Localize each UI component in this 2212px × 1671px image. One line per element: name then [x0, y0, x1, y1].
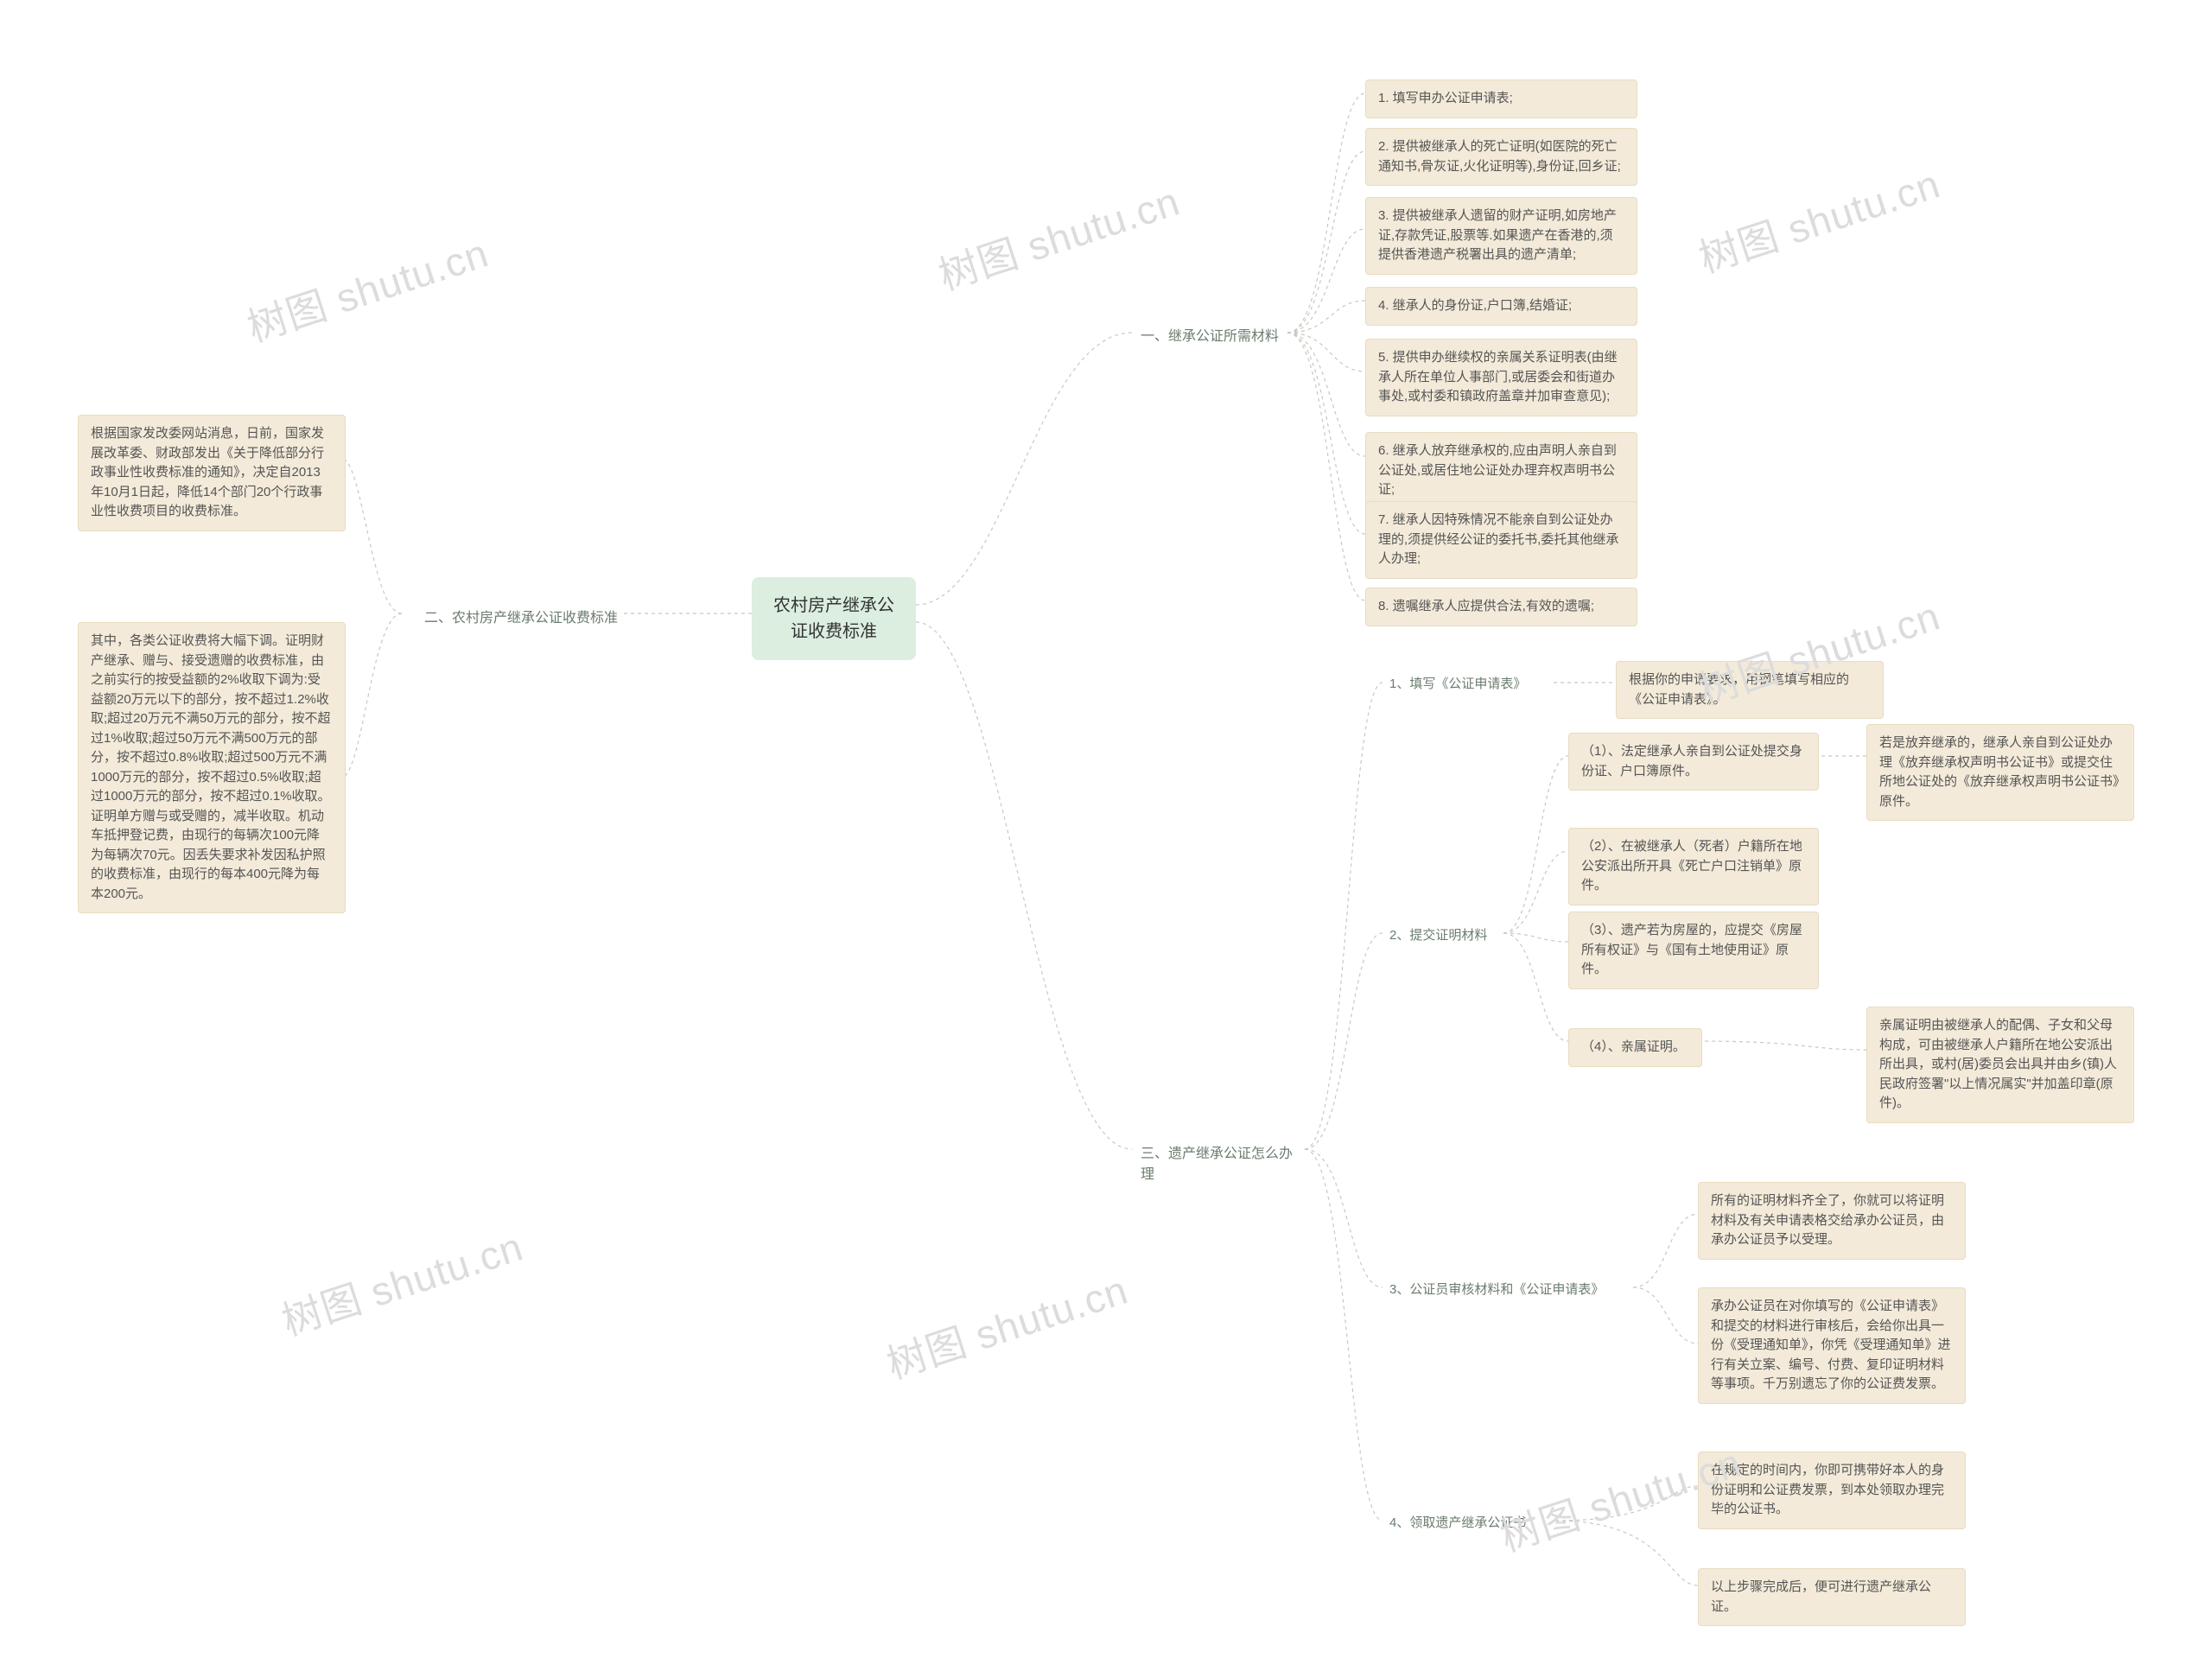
- step2-sub1-text: （1）、法定继承人亲自到公证处提交身份证、户口簿原件。: [1581, 744, 1802, 778]
- step2-sub4: （4）、亲属证明。: [1568, 1028, 1702, 1067]
- branch-a-label: 一、继承公证所需材料: [1132, 321, 1292, 353]
- branch-a-item-6: 6. 继承人放弃继承权的,应由声明人亲自到公证处,或居住地公证处办理弃权声明书公…: [1365, 432, 1637, 510]
- step1-label: 1、填写《公证申请表》: [1382, 671, 1555, 698]
- branch-c-text: 三、遗产继承公证怎么办理: [1141, 1147, 1293, 1182]
- branch-a-text: 一、继承公证所需材料: [1141, 329, 1279, 344]
- step4-text: 4、领取遗产继承公证书: [1389, 1515, 1526, 1530]
- step2-label: 2、提交证明材料: [1382, 923, 1503, 950]
- step2-sub3-text: （3）、遗产若为房屋的，应提交《房屋所有权证》与《国有土地使用证》原件。: [1581, 923, 1802, 976]
- step4-leaf2: 以上步骤完成后，便可进行遗产继承公证。: [1698, 1568, 1966, 1626]
- step3-leaf2: 承办公证员在对你填写的《公证申请表》和提交的材料进行审核后，会给你出具一份《受理…: [1698, 1287, 1966, 1404]
- branch-a-item-8-text: 8. 遗嘱继承人应提供合法,有效的遗嘱;: [1378, 599, 1594, 613]
- branch-left-p1-text: 根据国家发改委网站消息，日前，国家发展改革委、财政部发出《关于降低部分行政事业性…: [91, 426, 324, 518]
- step4-leaf1: 在规定的时间内，你即可携带好本人的身份证明和公证费发票，到本处领取办理完毕的公证…: [1698, 1452, 1966, 1529]
- watermark-text: 树图 shutu.cn: [881, 1267, 1134, 1387]
- branch-a-item-4: 4. 继承人的身份证,户口簿,结婚证;: [1365, 287, 1637, 326]
- step1-text: 1、填写《公证申请表》: [1389, 677, 1526, 691]
- step1-leaf-text: 根据你的申请要求，用钢笔填写相应的《公证申请表》。: [1629, 672, 1849, 707]
- watermark: 树图 shutu.cn: [239, 222, 495, 353]
- step3-leaf1: 所有的证明材料齐全了，你就可以将证明材料及有关申请表格交给承办公证员，由承办公证…: [1698, 1182, 1966, 1260]
- step2-sub4-text: （4）、亲属证明。: [1581, 1039, 1686, 1054]
- step3-text: 3、公证员审核材料和《公证申请表》: [1389, 1282, 1604, 1297]
- step2-sub4-leaf: 亲属证明由被继承人的配偶、子女和父母构成，可由被继承人户籍所在地公安派出所出具，…: [1866, 1007, 2134, 1123]
- step2-sub1-leaf-text: 若是放弃继承的，继承人亲自到公证处办理《放弃继承权声明书公证书》或提交住所地公证…: [1879, 735, 2120, 809]
- step2-sub1-leaf: 若是放弃继承的，继承人亲自到公证处办理《放弃继承权声明书公证书》或提交住所地公证…: [1866, 724, 2134, 821]
- branch-a-item-8: 8. 遗嘱继承人应提供合法,有效的遗嘱;: [1365, 588, 1637, 626]
- branch-a-item-2: 2. 提供被继承人的死亡证明(如医院的死亡通知书,骨灰证,火化证明等),身份证,…: [1365, 128, 1637, 186]
- step2-sub2-text: （2）、在被继承人（死者）户籍所在地公安派出所开具《死亡户口注销单》原件。: [1581, 839, 1802, 893]
- step2-text: 2、提交证明材料: [1389, 928, 1487, 943]
- branch-a-item-3: 3. 提供被继承人遗留的财产证明,如房地产证,存款凭证,股票等.如果遗产在香港的…: [1365, 197, 1637, 275]
- watermark: 树图 shutu.cn: [274, 1216, 530, 1347]
- step3-leaf1-text: 所有的证明材料齐全了，你就可以将证明材料及有关申请表格交给承办公证员，由承办公证…: [1711, 1193, 1944, 1247]
- branch-left-p2: 其中，各类公证收费将大幅下调。证明财产继承、赠与、接受遗赠的收费标准，由之前实行…: [78, 622, 346, 913]
- branch-a-item-2-text: 2. 提供被继承人的死亡证明(如医院的死亡通知书,骨灰证,火化证明等),身份证,…: [1378, 139, 1621, 174]
- step1-leaf: 根据你的申请要求，用钢笔填写相应的《公证申请表》。: [1616, 661, 1884, 719]
- branch-a-item-5: 5. 提供申办继续权的亲属关系证明表(由继承人所在单位人事部门,或居委会和街道办…: [1365, 339, 1637, 416]
- watermark: 树图 shutu.cn: [1691, 153, 1947, 284]
- branch-a-item-5-text: 5. 提供申办继续权的亲属关系证明表(由继承人所在单位人事部门,或居委会和街道办…: [1378, 350, 1618, 403]
- watermark-text: 树图 shutu.cn: [276, 1223, 529, 1344]
- watermark-text: 树图 shutu.cn: [242, 230, 494, 350]
- step4-label: 4、领取遗产继承公证书: [1382, 1510, 1560, 1537]
- branch-left-text: 二、农村房产继承公证收费标准: [424, 611, 618, 626]
- step2-sub1: （1）、法定继承人亲自到公证处提交身份证、户口簿原件。: [1568, 733, 1819, 791]
- branch-left-label: 二、农村房产继承公证收费标准: [402, 603, 626, 634]
- root-title: 农村房产继承公证收费标准: [773, 596, 894, 641]
- step3-label: 3、公证员审核材料和《公证申请表》: [1382, 1277, 1642, 1304]
- branch-a-item-3-text: 3. 提供被继承人遗留的财产证明,如房地产证,存款凭证,股票等.如果遗产在香港的…: [1378, 208, 1617, 262]
- branch-left-p1: 根据国家发改委网站消息，日前，国家发展改革委、财政部发出《关于降低部分行政事业性…: [78, 415, 346, 531]
- branch-a-item-1-text: 1. 填写申办公证申请表;: [1378, 91, 1513, 105]
- step2-sub3: （3）、遗产若为房屋的，应提交《房屋所有权证》与《国有土地使用证》原件。: [1568, 912, 1819, 989]
- step3-leaf2-text: 承办公证员在对你填写的《公证申请表》和提交的材料进行审核后，会给你出具一份《受理…: [1711, 1299, 1951, 1391]
- step2-sub2: （2）、在被继承人（死者）户籍所在地公安派出所开具《死亡户口注销单》原件。: [1568, 828, 1819, 905]
- branch-a-item-7: 7. 继承人因特殊情况不能亲自到公证处办理的,须提供经公证的委托书,委托其他继承…: [1365, 501, 1637, 579]
- branch-left-p2-text: 其中，各类公证收费将大幅下调。证明财产继承、赠与、接受遗赠的收费标准，由之前实行…: [91, 633, 331, 901]
- root-node: 农村房产继承公证收费标准: [752, 577, 916, 660]
- step4-leaf2-text: 以上步骤完成后，便可进行遗产继承公证。: [1711, 1579, 1931, 1614]
- watermark-text: 树图 shutu.cn: [1694, 161, 1946, 281]
- branch-c-label: 三、遗产继承公证怎么办理: [1132, 1139, 1309, 1191]
- step4-leaf1-text: 在规定的时间内，你即可携带好本人的身份证明和公证费发票，到本处领取办理完毕的公证…: [1711, 1463, 1944, 1516]
- branch-a-item-7-text: 7. 继承人因特殊情况不能亲自到公证处办理的,须提供经公证的委托书,委托其他继承…: [1378, 512, 1618, 566]
- branch-a-item-6-text: 6. 继承人放弃继承权的,应由声明人亲自到公证处,或居住地公证处办理弃权声明书公…: [1378, 443, 1617, 497]
- step2-sub4-leaf-text: 亲属证明由被继承人的配偶、子女和父母构成，可由被继承人户籍所在地公安派出所出具，…: [1879, 1018, 2117, 1110]
- watermark: 树图 shutu.cn: [931, 170, 1186, 302]
- branch-a-item-1: 1. 填写申办公证申请表;: [1365, 79, 1637, 118]
- watermark: 树图 shutu.cn: [879, 1259, 1135, 1390]
- watermark-text: 树图 shutu.cn: [933, 178, 1185, 298]
- branch-a-item-4-text: 4. 继承人的身份证,户口簿,结婚证;: [1378, 298, 1572, 313]
